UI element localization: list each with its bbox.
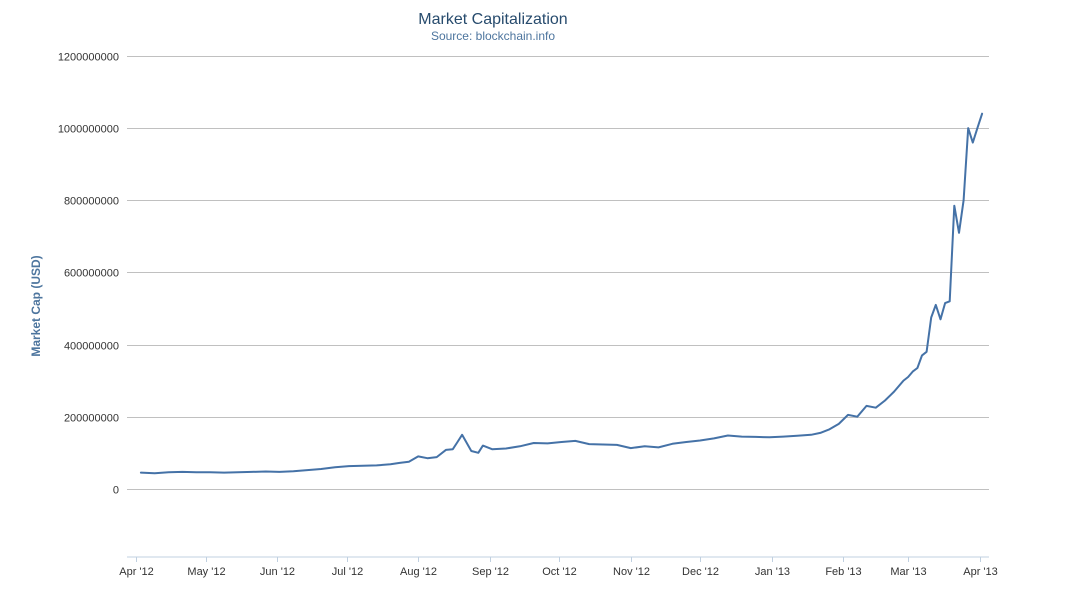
x-tick-label: Jun '12	[260, 566, 295, 578]
x-tick-label: May '12	[187, 566, 225, 578]
y-tick-label: 1000000000	[58, 124, 119, 136]
x-tick-label: Jul '12	[332, 566, 363, 578]
x-tick-label: Apr '13	[963, 566, 998, 578]
series-layer	[139, 112, 984, 475]
y-tick-label: 800000000	[64, 196, 119, 208]
x-tick-label: Dec '12	[682, 566, 719, 578]
x-tick-label: Jan '13	[755, 566, 790, 578]
chart-title: Market Capitalization	[418, 11, 567, 28]
y-tick-label: 400000000	[64, 341, 119, 353]
x-tick-label: Oct '12	[542, 566, 577, 578]
x-axis-ticks: Apr '12 May '12 Jun '12 Jul '12 Aug '12 Sep '…	[119, 557, 998, 578]
chart-subtitle: Source: blockchain.info	[431, 29, 555, 43]
x-tick-label: Mar '13	[890, 566, 926, 578]
gridlines	[127, 56, 989, 490]
y-axis-label: Market Cap (USD)	[29, 255, 43, 356]
series-line	[139, 112, 984, 475]
y-tick-label: 1200000000	[58, 52, 119, 64]
x-tick-label: Aug '12	[400, 566, 437, 578]
x-tick-label: Nov '12	[613, 566, 650, 578]
y-axis-ticks: 0 200000000 400000000 600000000 800000000 100…	[58, 52, 119, 497]
y-tick-label: 600000000	[64, 268, 119, 280]
y-tick-label: 0	[113, 485, 119, 497]
x-tick-label: Feb '13	[825, 566, 861, 578]
y-tick-label: 200000000	[64, 413, 119, 425]
x-tick-label: Apr '12	[119, 566, 154, 578]
x-tick-label: Sep '12	[472, 566, 509, 578]
